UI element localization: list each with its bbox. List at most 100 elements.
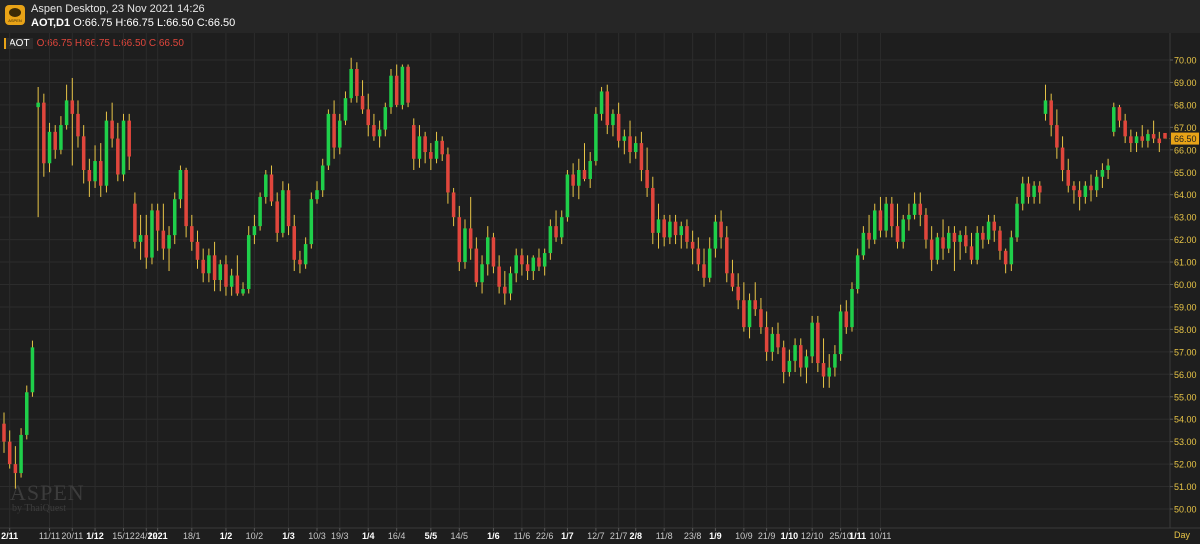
candle	[747, 293, 752, 339]
candle	[275, 192, 279, 242]
date-tick-label: 11/6	[513, 531, 530, 541]
candle-body	[531, 257, 536, 272]
candle-body	[383, 107, 388, 130]
date-tick-label: 1/2	[220, 531, 233, 541]
candle	[611, 109, 615, 137]
last-price-marker: 66.50	[1165, 132, 1199, 145]
candle	[548, 219, 553, 260]
candle	[861, 226, 866, 260]
candle	[605, 84, 610, 135]
candle	[81, 125, 86, 184]
candle	[252, 214, 257, 245]
candle-body	[929, 239, 934, 260]
candle	[633, 136, 638, 159]
candle	[161, 203, 166, 260]
date-tick-label: 12/10	[801, 531, 824, 541]
candle	[690, 230, 695, 265]
candle-body	[1032, 185, 1036, 197]
candle-body	[1026, 183, 1031, 197]
candle-body	[377, 129, 382, 137]
candle-body	[326, 113, 331, 166]
candle-body	[1129, 136, 1133, 144]
candle-body	[804, 356, 809, 368]
candle-body	[969, 246, 974, 260]
date-tick-label: 2/8	[629, 531, 642, 541]
candle-body	[833, 354, 837, 368]
candle-body	[1066, 170, 1071, 186]
price-tick-label: 67.00	[1174, 123, 1197, 133]
candle-body	[320, 165, 325, 191]
candle	[571, 163, 575, 197]
candle	[355, 62, 359, 103]
candle	[867, 214, 871, 249]
candle	[269, 165, 274, 206]
candle	[952, 226, 957, 272]
candle	[1032, 181, 1036, 204]
candle	[47, 122, 52, 173]
candle-body	[30, 347, 35, 393]
candle	[292, 214, 297, 272]
candle-body	[872, 210, 877, 240]
candle-body	[628, 136, 632, 153]
ohlc-values: O:66.75 H:66.75 L:66.50 C:66.50	[73, 17, 236, 29]
candle	[855, 248, 860, 294]
candle-body	[673, 221, 678, 236]
candle-body	[998, 230, 1002, 251]
candle-body	[605, 91, 610, 126]
candle	[645, 147, 649, 197]
candle	[377, 120, 382, 148]
candle-body	[7, 441, 12, 465]
date-tick-label: 24/12	[135, 531, 158, 541]
candle	[25, 385, 29, 440]
date-tick-label: 10/11	[870, 531, 892, 541]
candle	[1134, 131, 1139, 153]
candle-body	[622, 136, 627, 141]
period-label[interactable]: Day	[1174, 530, 1191, 540]
candle	[155, 203, 160, 251]
candle	[742, 282, 746, 332]
candle	[696, 237, 701, 272]
date-tick-label: 10/9	[735, 531, 753, 541]
candle	[104, 111, 109, 193]
candle	[59, 116, 63, 155]
candle	[554, 210, 558, 242]
candle	[167, 226, 171, 272]
candle-body	[332, 113, 336, 148]
date-tick-label: 1/6	[487, 531, 500, 541]
candle	[685, 219, 689, 249]
candle-body	[474, 248, 479, 283]
date-tick-label: 23/8	[684, 531, 702, 541]
candle-body	[696, 248, 701, 265]
candle	[639, 131, 644, 182]
candle	[577, 158, 581, 200]
candle-body	[958, 235, 962, 242]
candle-body	[838, 311, 843, 355]
indicator-ohlc: O:66.75 H:66.75 L:66.50 C:66.50	[36, 38, 184, 49]
candle	[315, 181, 319, 204]
candle-body	[1055, 125, 1059, 148]
candle	[457, 205, 462, 272]
candle-body	[246, 235, 251, 289]
aspen-logo-icon: ASPEN	[5, 5, 25, 25]
date-tick-label: 1/11	[849, 531, 866, 541]
candle	[713, 214, 718, 258]
candle-body	[355, 68, 359, 96]
candles	[2, 57, 1167, 489]
candle	[702, 248, 706, 287]
candle	[1106, 158, 1110, 179]
candle-body	[394, 75, 399, 105]
candle-body	[457, 217, 462, 263]
candle-body	[611, 113, 615, 126]
candle-body	[730, 273, 735, 287]
candle	[958, 230, 962, 260]
candle	[753, 282, 757, 316]
candle	[662, 214, 666, 247]
candle	[429, 143, 433, 171]
candle	[946, 226, 951, 254]
symbol-badge[interactable]: AOT	[4, 38, 33, 49]
candle	[816, 315, 820, 373]
candle-body	[588, 161, 592, 179]
candle	[258, 192, 262, 231]
candle-body	[736, 286, 740, 301]
